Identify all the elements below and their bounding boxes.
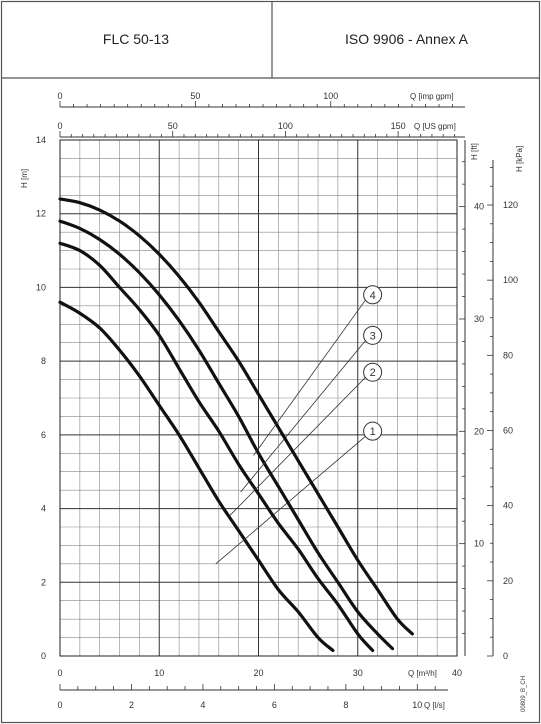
- document-code: 00809_B_CH: [521, 676, 527, 712]
- bottom-ls-axis-label: Q [l/s]: [424, 701, 445, 710]
- series-4-leader: [253, 299, 366, 456]
- right-ft-tick-label: 20: [474, 426, 484, 436]
- right-ft-axis-label: H [ft]: [470, 143, 479, 160]
- y-main-tick-label: 12: [36, 209, 46, 219]
- top-imp-axis-label: Q [imp gpm]: [410, 92, 454, 101]
- y-main-axis-label: H [m]: [20, 169, 29, 188]
- series-layer: 1 2 3 4: [58, 197, 414, 653]
- bottom-ls-ticks: 0 2 4 6 8 10: [57, 684, 436, 710]
- top-us-ticks: 0 50 100 150: [57, 121, 455, 137]
- bottom-ls-tick-label: 6: [272, 700, 277, 710]
- right-ft-tick-label: 40: [474, 202, 484, 212]
- right-kpa-tick-label: 60: [503, 425, 513, 435]
- series-2-marker: [363, 362, 383, 382]
- series-2-curve: [58, 241, 375, 653]
- y-main-tick-label: 14: [36, 135, 46, 145]
- series-2-leader: [228, 376, 366, 517]
- y-main-tick-label: 0: [41, 651, 46, 661]
- right-kpa-tick-label: 0: [503, 651, 508, 661]
- x-main-ticks: 0 10 20 30 40: [57, 668, 462, 678]
- series-2-label: 2: [370, 367, 376, 379]
- bottom-ls-tick-label: 8: [343, 700, 348, 710]
- bottom-ls-tick-label: 2: [129, 700, 134, 710]
- y-main-ticks: 0 2 4 6 8 10 12 14: [36, 135, 46, 661]
- top-us-tick-label: 50: [168, 121, 178, 131]
- series-1-leader: [215, 435, 366, 565]
- top-us-tick-label: 0: [57, 121, 62, 131]
- right-kpa-tick-label: 120: [503, 200, 518, 210]
- series-3-leader: [240, 340, 366, 493]
- series-1-label: 1: [370, 426, 376, 438]
- bottom-ls-tick-label: 4: [200, 700, 205, 710]
- x-main-tick-label: 10: [154, 668, 164, 678]
- right-kpa-tick-label: 20: [503, 576, 513, 586]
- series-1-marker: [363, 421, 383, 441]
- top-us-tick-label: 100: [278, 121, 293, 131]
- series-4-label: 4: [370, 290, 376, 302]
- series-3-marker: [363, 325, 383, 345]
- x-main-tick-label: 40: [452, 668, 462, 678]
- series-1-curve: [58, 300, 335, 653]
- model-title: FLC 50-13: [102, 31, 170, 47]
- bottom-ls-tick-label: 10: [412, 700, 422, 710]
- x-main-tick-label: 0: [57, 668, 62, 678]
- y-main-tick-label: 4: [41, 504, 46, 514]
- top-imp-tick-label: 100: [323, 91, 338, 101]
- top-imp-ticks: 0 50 100: [57, 91, 453, 107]
- top-us-tick-label: 150: [391, 121, 406, 131]
- standard-title: ISO 9906 - Annex A: [345, 31, 468, 47]
- series-4-curve: [58, 197, 414, 636]
- right-ft-tick-label: 10: [474, 539, 484, 549]
- right-kpa-axis-label: H [kPa]: [515, 146, 524, 172]
- series-3-curve: [58, 219, 395, 651]
- top-imp-tick-label: 50: [190, 91, 200, 101]
- right-kpa-tick-label: 80: [503, 350, 513, 360]
- series-4-marker: [363, 285, 383, 305]
- y-main-tick-label: 8: [41, 356, 46, 366]
- x-main-tick-label: 20: [253, 668, 263, 678]
- right-kpa-tick-label: 40: [503, 501, 513, 511]
- plot-border: [59, 139, 458, 657]
- right-ft-tick-label: 30: [474, 314, 484, 324]
- right-ft-ticks: 10 20 30 40: [459, 161, 484, 634]
- x-main-axis-label: Q [m³/h]: [408, 669, 437, 678]
- top-imp-tick-label: 0: [57, 91, 62, 101]
- series-3-label: 3: [370, 330, 376, 342]
- y-main-tick-label: 2: [41, 577, 46, 587]
- x-main-tick-label: 30: [353, 668, 363, 678]
- y-main-tick-label: 10: [36, 282, 46, 292]
- top-us-axis-label: Q [US gpm]: [414, 122, 456, 131]
- bottom-ls-tick-label: 0: [57, 700, 62, 710]
- right-kpa-tick-label: 100: [503, 275, 518, 285]
- right-kpa-ticks: 0 20 40 60 80 100 120: [487, 167, 518, 661]
- y-main-tick-label: 6: [41, 430, 46, 440]
